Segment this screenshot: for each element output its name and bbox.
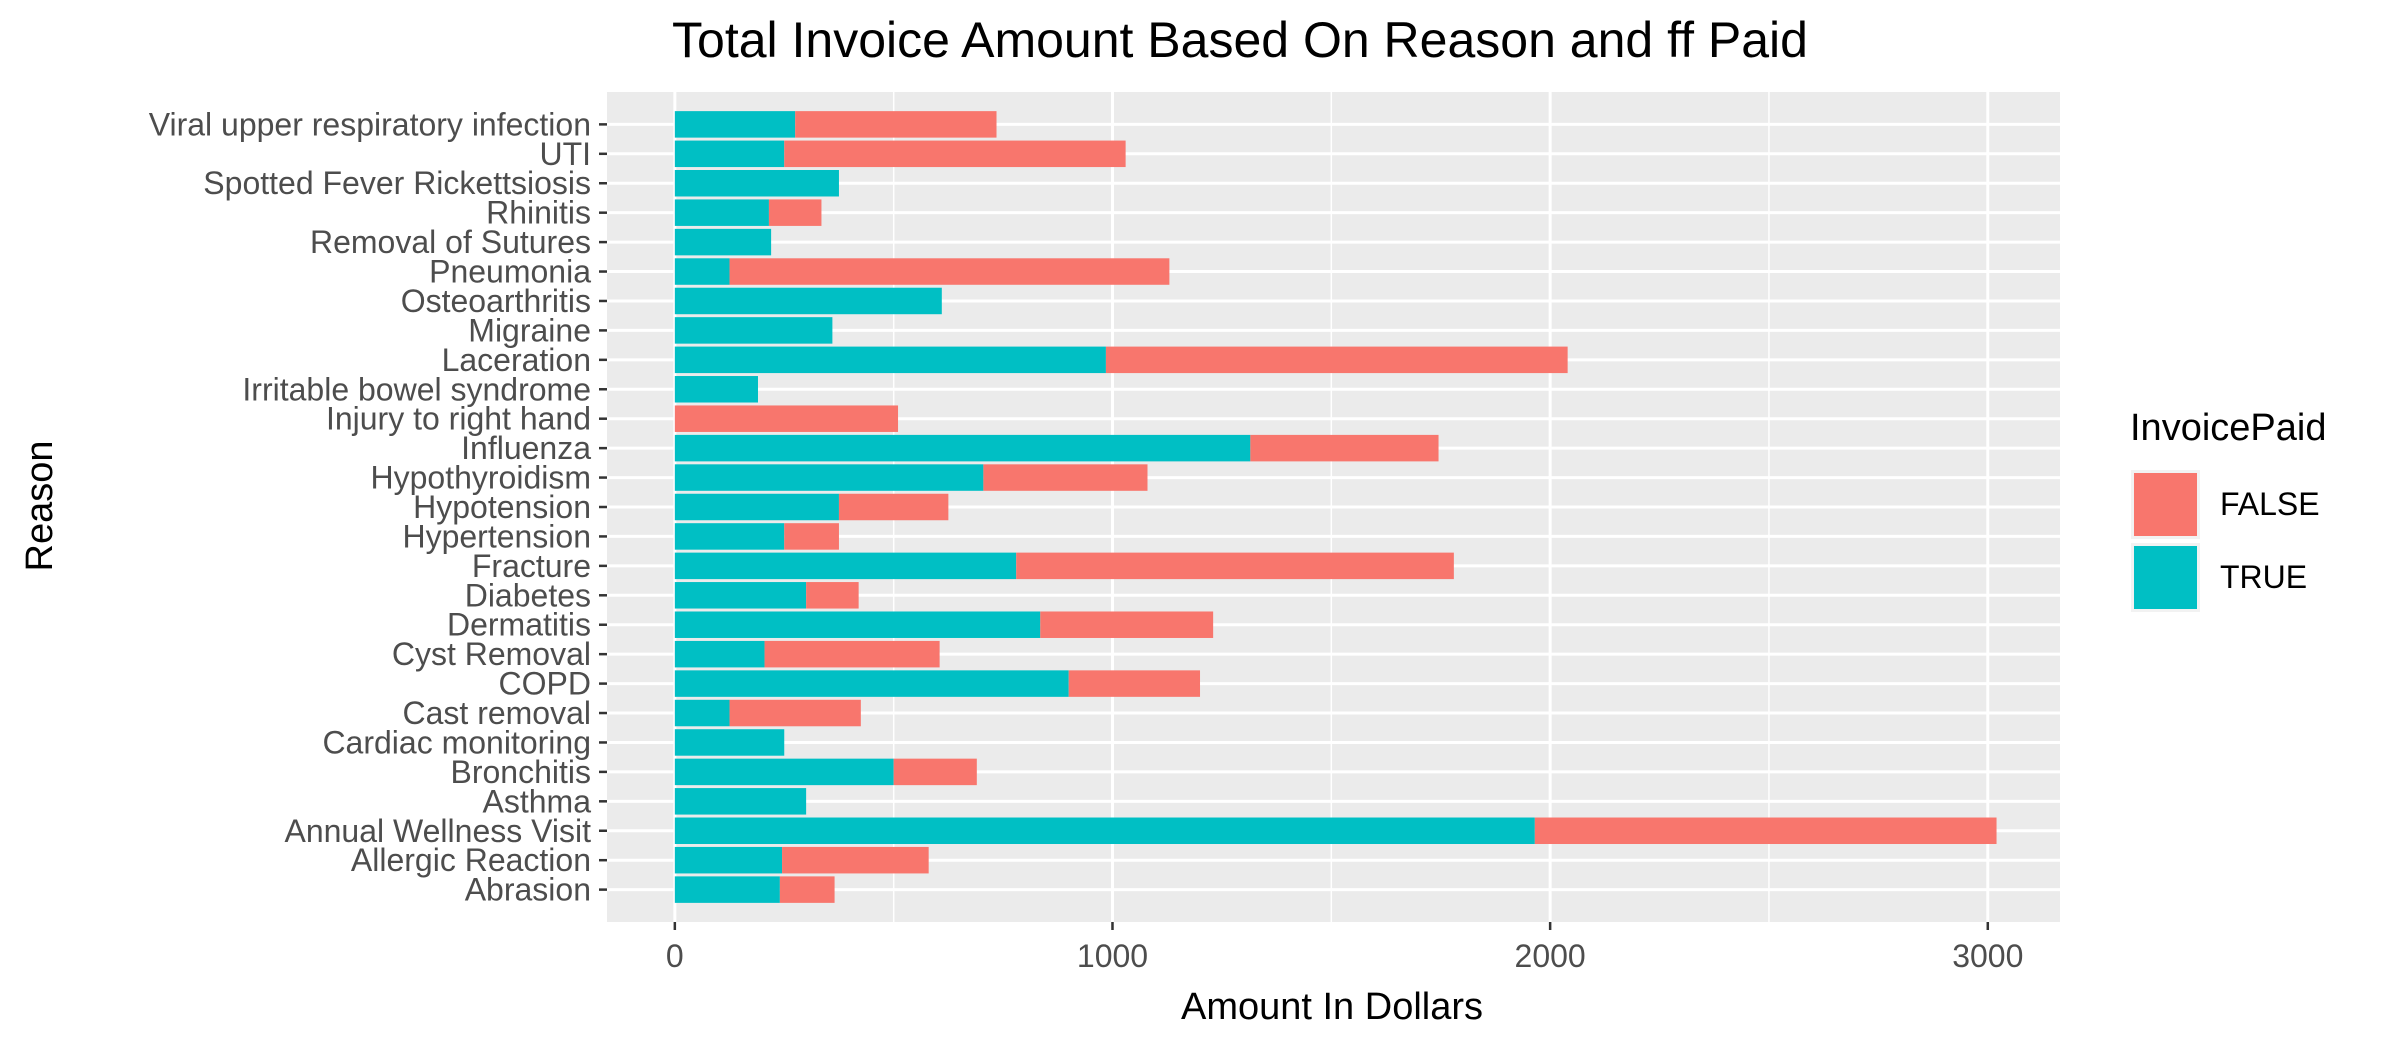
- y-tick-label: Viral upper respiratory infection: [149, 106, 591, 142]
- legend-swatch-true: [2134, 546, 2197, 609]
- y-tick-label: Influenza: [461, 430, 591, 466]
- y-tick-label: Hypertension: [402, 518, 591, 554]
- bars: [674, 111, 1997, 903]
- bar-true: [674, 258, 730, 285]
- y-tick-label: Cyst Removal: [392, 636, 591, 672]
- x-tick-label: 3000: [1952, 938, 2023, 974]
- y-axis-title: Reason: [19, 441, 61, 572]
- bar-true: [674, 758, 894, 786]
- y-tick-label: Asthma: [483, 783, 592, 819]
- y-tick-label: Fracture: [472, 548, 591, 584]
- bar-true: [674, 670, 1069, 697]
- bar-false: [784, 523, 839, 550]
- bar-true: [674, 729, 785, 756]
- bar-true: [674, 552, 1017, 580]
- x-tick-label: 0: [666, 938, 684, 974]
- bar-true: [674, 611, 1041, 638]
- bar-true: [674, 346, 1106, 374]
- bar-false: [768, 199, 822, 226]
- y-tick-label: Irritable bowel syndrome: [242, 371, 591, 407]
- legend-title: InvoicePaid: [2130, 407, 2326, 449]
- bar-true: [674, 640, 765, 668]
- x-axis: 0 1000 2000 3000: [666, 922, 2023, 974]
- y-tick-label: Osteoarthritis: [401, 283, 591, 319]
- bar-true: [674, 699, 730, 727]
- y-tick-label: UTI: [539, 136, 591, 172]
- bar-false: [795, 111, 997, 138]
- y-tick-label: Pneumonia: [429, 254, 591, 290]
- y-tick-label: Annual Wellness Visit: [284, 813, 591, 849]
- y-tick-label: Cast removal: [403, 695, 592, 731]
- y-tick-label: Spotted Fever Rickettsiosis: [203, 165, 591, 201]
- bar-true: [674, 434, 1251, 462]
- legend: InvoicePaid FALSE TRUE: [2130, 407, 2326, 612]
- y-tick-label: Cardiac monitoring: [322, 724, 591, 760]
- y-tick-label: Injury to right hand: [326, 401, 591, 437]
- y-tick-label: Hypotension: [413, 489, 591, 525]
- legend-swatch-false: [2134, 473, 2197, 536]
- legend-label: TRUE: [2220, 559, 2307, 595]
- bar-true: [674, 817, 1535, 845]
- bar-true: [674, 140, 785, 168]
- bar-true: [674, 788, 807, 815]
- bar-false: [784, 140, 1126, 168]
- bar-false: [729, 258, 1170, 285]
- bar-false: [1250, 434, 1439, 462]
- bar-false: [1105, 346, 1568, 374]
- legend-label: FALSE: [2220, 486, 2320, 522]
- bar-true: [674, 464, 984, 491]
- y-tick-label: Removal of Sutures: [310, 224, 591, 260]
- bar-false: [779, 876, 835, 903]
- y-tick-label: Laceration: [442, 342, 591, 378]
- bar-true: [674, 582, 807, 609]
- bar-false: [674, 405, 899, 432]
- bar-true: [674, 228, 772, 256]
- bar-false: [893, 758, 977, 786]
- y-tick-label: Rhinitis: [486, 195, 591, 231]
- y-tick-label: Migraine: [468, 312, 591, 348]
- bar-false: [1016, 552, 1454, 580]
- bar-false: [1068, 670, 1201, 697]
- bar-false: [1534, 817, 1997, 845]
- bar-false: [782, 846, 929, 874]
- bar-true: [674, 493, 839, 521]
- bar-true: [674, 376, 758, 403]
- chart-title: Total Invoice Amount Based On Reason and…: [672, 12, 1808, 68]
- bar-true: [674, 111, 796, 138]
- y-tick-label: Bronchitis: [451, 754, 592, 790]
- bar-false: [1040, 611, 1214, 638]
- bar-false: [806, 582, 859, 609]
- y-tick-label: Hypothyroidism: [370, 460, 591, 496]
- x-tick-label: 2000: [1515, 938, 1586, 974]
- bar-true: [674, 523, 785, 550]
- bar-false: [764, 640, 940, 668]
- y-tick-label: Dermatitis: [447, 607, 591, 643]
- bar-true: [674, 876, 780, 903]
- x-tick-label: 1000: [1077, 938, 1148, 974]
- x-axis-title: Amount In Dollars: [1181, 986, 1483, 1028]
- y-tick-label: Diabetes: [465, 577, 591, 613]
- bar-true: [674, 317, 833, 344]
- y-tick-label: COPD: [499, 666, 591, 702]
- bar-false: [983, 464, 1148, 491]
- bar-true: [674, 846, 783, 874]
- bar-true: [674, 199, 769, 226]
- y-tick-label: Allergic Reaction: [351, 842, 591, 878]
- y-tick-label: Abrasion: [465, 872, 591, 908]
- bar-true: [674, 169, 839, 197]
- bar-true: [674, 287, 942, 315]
- bar-false: [729, 699, 861, 727]
- bar-false: [838, 493, 949, 521]
